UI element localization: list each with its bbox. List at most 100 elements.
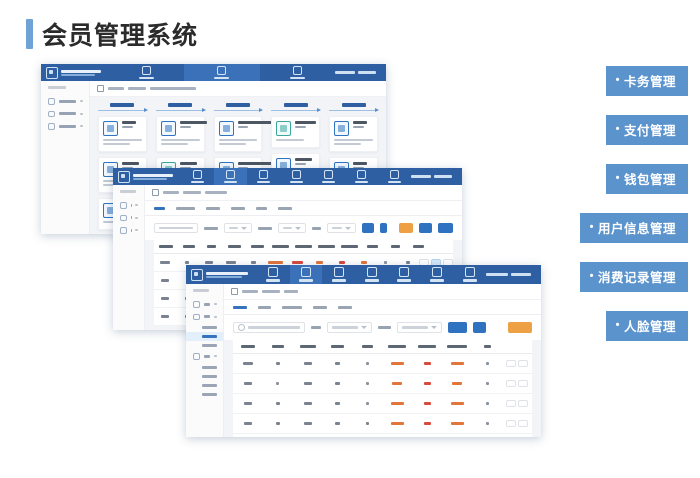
chevron-down-icon[interactable] <box>80 112 83 115</box>
sidebar-item[interactable] <box>113 199 144 212</box>
nav-tab-2[interactable] <box>184 64 260 81</box>
nav-tab-6[interactable] <box>421 265 454 284</box>
refresh-icon[interactable] <box>473 322 486 333</box>
content-tab[interactable] <box>206 207 220 210</box>
sidebar-item[interactable] <box>186 381 223 390</box>
search-input[interactable] <box>154 223 199 233</box>
sidebar-item[interactable] <box>113 212 144 225</box>
nav-tab-1[interactable] <box>181 168 214 185</box>
sidebar-item[interactable] <box>41 120 89 133</box>
row-action-button[interactable] <box>518 400 529 407</box>
nav-tabs[interactable] <box>257 265 486 284</box>
sidebar[interactable] <box>113 185 145 330</box>
nav-tab-5[interactable] <box>312 168 345 185</box>
nav-tab-2[interactable] <box>289 265 323 284</box>
sidebar-item[interactable] <box>186 332 223 341</box>
status-select[interactable] <box>326 223 356 233</box>
chevron-down-icon[interactable] <box>135 216 138 219</box>
nav-tab-3[interactable] <box>247 168 280 185</box>
content-tab[interactable] <box>154 207 165 210</box>
sidebar-item[interactable] <box>41 108 89 121</box>
account-area[interactable] <box>411 175 462 178</box>
sidebar-item[interactable] <box>186 298 223 311</box>
table-row[interactable] <box>233 394 532 414</box>
window-user-info-management[interactable] <box>186 265 541 437</box>
row-action-button[interactable] <box>518 380 529 387</box>
content-tab[interactable] <box>313 306 327 309</box>
sidebar-item[interactable] <box>186 372 223 381</box>
row-action-button[interactable] <box>506 360 517 367</box>
flow-card[interactable] <box>98 116 147 152</box>
row-action-button[interactable] <box>518 360 529 367</box>
sidebar-item[interactable] <box>186 390 223 399</box>
department-select[interactable] <box>224 223 252 233</box>
row-action-button[interactable] <box>506 380 517 387</box>
row-action-button[interactable] <box>506 400 517 407</box>
batch-return-card-button[interactable] <box>437 223 453 233</box>
nav-tab-1[interactable] <box>109 64 184 81</box>
flow-card[interactable] <box>329 116 378 152</box>
nav-tab-1[interactable] <box>257 265 290 284</box>
content-tab[interactable] <box>278 207 292 210</box>
sidebar-item[interactable] <box>186 341 223 350</box>
department-select[interactable] <box>327 322 372 333</box>
row-action-button[interactable] <box>506 420 517 427</box>
sidebar-item[interactable] <box>41 95 89 108</box>
sidebar[interactable] <box>186 284 224 437</box>
chevron-down-icon[interactable] <box>214 355 217 358</box>
nav-tab-4[interactable] <box>355 265 388 284</box>
sidebar-item[interactable] <box>186 323 223 332</box>
nav-tab-3[interactable] <box>322 265 355 284</box>
nav-tab-4[interactable] <box>280 168 313 185</box>
chevron-down-icon[interactable] <box>214 315 217 318</box>
chevron-down-icon[interactable] <box>135 204 138 207</box>
content-tab[interactable] <box>231 207 245 210</box>
chevron-down-icon[interactable] <box>80 125 83 128</box>
chevron-down-icon[interactable] <box>135 229 138 232</box>
flow-card[interactable] <box>155 116 207 152</box>
search-button[interactable] <box>448 322 467 333</box>
sidebar-item[interactable] <box>113 224 144 237</box>
sidebar-item[interactable] <box>186 311 223 324</box>
table-row[interactable] <box>233 434 532 437</box>
refresh-icon[interactable] <box>379 223 388 233</box>
cardtype-select[interactable] <box>277 223 306 233</box>
nav-tab-6[interactable] <box>345 168 378 185</box>
chevron-down-icon[interactable] <box>80 100 83 103</box>
usergroup-select[interactable] <box>397 322 442 333</box>
account-area[interactable] <box>486 273 541 276</box>
nav-tabs[interactable] <box>181 168 411 185</box>
content-tab[interactable] <box>258 306 271 309</box>
tab-strip[interactable] <box>224 300 541 315</box>
content-tab[interactable] <box>282 306 302 309</box>
chevron-down-icon[interactable] <box>214 303 217 306</box>
flow-card[interactable] <box>271 116 321 148</box>
search-input[interactable] <box>233 322 305 333</box>
nav-tab-3[interactable] <box>260 64 335 81</box>
content-tab[interactable] <box>176 207 195 210</box>
search-button[interactable] <box>361 223 374 233</box>
batch-open-card-button[interactable] <box>418 223 432 233</box>
nav-tab-7[interactable] <box>453 265 486 284</box>
tab-strip[interactable] <box>145 201 462 216</box>
table-row[interactable] <box>233 414 532 434</box>
table-row[interactable] <box>233 354 532 374</box>
content-tab[interactable] <box>233 306 247 309</box>
nav-tabs[interactable] <box>109 64 335 81</box>
content-tab[interactable] <box>256 207 267 210</box>
sidebar-item[interactable] <box>186 363 223 372</box>
account-area[interactable] <box>335 71 386 74</box>
filter-bar[interactable] <box>224 315 541 340</box>
flow-card[interactable] <box>213 116 275 152</box>
add-button[interactable] <box>399 223 413 233</box>
nav-tab-7[interactable] <box>378 168 411 185</box>
content-tab[interactable] <box>338 306 352 309</box>
add-button[interactable] <box>508 322 532 333</box>
sidebar[interactable] <box>41 81 90 234</box>
row-action-button[interactable] <box>518 420 529 427</box>
sidebar-item[interactable] <box>186 350 223 363</box>
nav-tab-5[interactable] <box>388 265 421 284</box>
filter-bar[interactable] <box>145 216 462 240</box>
table-row[interactable] <box>233 374 532 394</box>
nav-tab-2[interactable] <box>213 168 247 185</box>
